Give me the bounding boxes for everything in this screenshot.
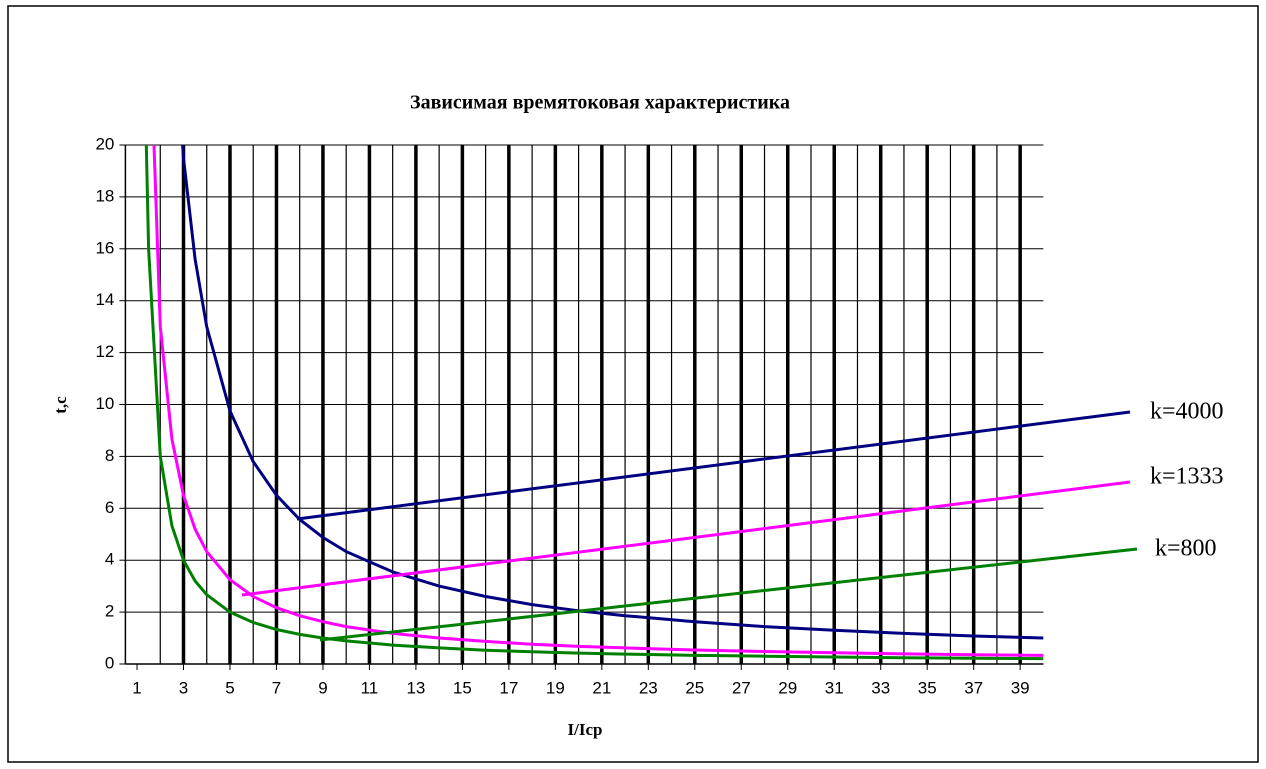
y-tick-label: 16 bbox=[95, 238, 114, 257]
x-tick-label: 13 bbox=[406, 678, 425, 697]
x-tick-label: 39 bbox=[1011, 678, 1030, 697]
x-tick-label: 25 bbox=[685, 678, 704, 697]
x-tick-label: 3 bbox=[179, 678, 188, 697]
x-tick-label: 33 bbox=[871, 678, 890, 697]
x-tick-label: 15 bbox=[453, 678, 472, 697]
y-tick-label: 10 bbox=[95, 394, 114, 413]
x-tick-label: 27 bbox=[732, 678, 751, 697]
y-tick-label: 8 bbox=[105, 446, 114, 465]
x-tick-label: 23 bbox=[639, 678, 658, 697]
leader-line bbox=[296, 410, 1131, 521]
x-axis-label: I/Icp bbox=[568, 720, 603, 739]
x-tick-label: 37 bbox=[964, 678, 983, 697]
y-tick-label: 0 bbox=[105, 653, 114, 672]
y-axis-label: t,c bbox=[51, 396, 70, 414]
y-tick-label: 6 bbox=[105, 498, 114, 517]
series-label: k=4000 bbox=[1150, 399, 1224, 425]
chart-title: Зависимая времятоковая характеристика bbox=[410, 92, 790, 114]
x-tick-label: 9 bbox=[318, 678, 327, 697]
x-tick-label: 11 bbox=[361, 678, 379, 697]
x-tick-label: 21 bbox=[592, 678, 611, 697]
x-tick-label: 7 bbox=[272, 678, 281, 697]
y-tick-label: 20 bbox=[95, 134, 114, 153]
x-tick-label: 29 bbox=[778, 678, 797, 697]
x-tick-label: 17 bbox=[499, 678, 518, 697]
y-tick-label: 4 bbox=[105, 550, 114, 569]
x-tick-label: 5 bbox=[225, 678, 234, 697]
series-label: k=1333 bbox=[1150, 464, 1224, 490]
leader-line bbox=[241, 480, 1131, 597]
leader-line bbox=[319, 547, 1138, 642]
y-tick-label: 2 bbox=[105, 602, 114, 621]
series-label: k=800 bbox=[1155, 536, 1217, 562]
series-line bbox=[144, 145, 1044, 661]
x-tick-label: 19 bbox=[546, 678, 565, 697]
series-line bbox=[152, 145, 1044, 657]
x-tick-label: 35 bbox=[918, 678, 937, 697]
series-line bbox=[181, 145, 1044, 640]
x-tick-label: 1 bbox=[132, 678, 141, 697]
y-tick-label: 18 bbox=[95, 186, 114, 205]
chart-border bbox=[7, 5, 1259, 763]
y-tick-label: 12 bbox=[95, 342, 114, 361]
x-tick-label: 31 bbox=[825, 678, 844, 697]
plot-area bbox=[144, 145, 1044, 661]
y-tick-label: 14 bbox=[95, 290, 114, 309]
